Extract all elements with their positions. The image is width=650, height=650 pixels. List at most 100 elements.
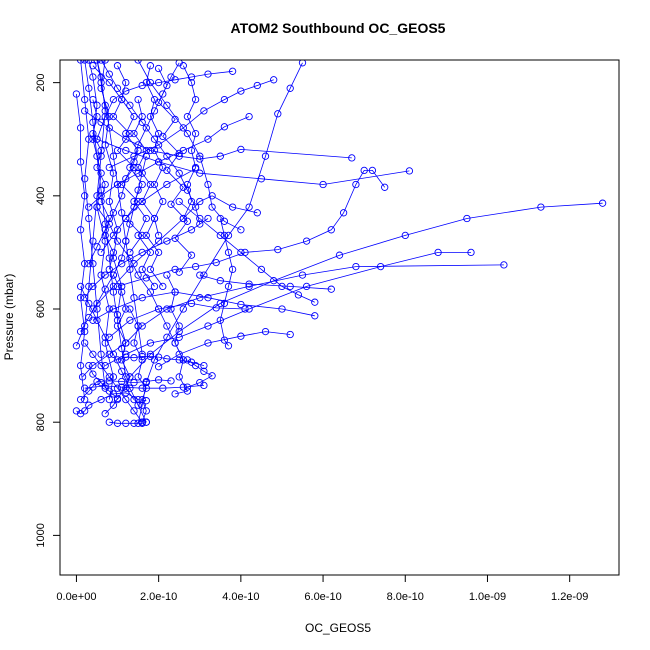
data-point: [113, 237, 122, 245]
data-point: [118, 377, 126, 386]
data-point: [76, 294, 85, 302]
data-point: [101, 237, 109, 245]
data-point: [154, 237, 163, 245]
data-point: [224, 248, 233, 257]
data-point: [204, 339, 212, 347]
data-point: [93, 203, 101, 211]
data-point: [286, 84, 294, 92]
data-point: [204, 180, 212, 189]
data-point: [434, 248, 442, 257]
data-point: [245, 282, 253, 291]
data-point: [208, 372, 216, 380]
data-point: [97, 146, 105, 155]
series-line: [187, 359, 213, 388]
data-point: [154, 305, 163, 313]
data-point: [101, 141, 109, 149]
data-point: [286, 282, 294, 291]
data-point: [142, 407, 150, 415]
data-point: [237, 226, 245, 234]
data-point: [216, 152, 224, 160]
data-point: [105, 163, 113, 172]
data-point: [146, 62, 155, 70]
data-point: [105, 387, 113, 395]
data-point: [302, 237, 311, 245]
y-tick-label: 800: [35, 413, 47, 431]
data-point: [150, 146, 159, 155]
plot-frame: [59, 59, 620, 576]
data-point: [142, 418, 150, 426]
data-point: [142, 214, 150, 223]
data-point: [101, 220, 109, 228]
data-point: [101, 271, 109, 279]
data-point: [294, 291, 303, 299]
profile-series: [81, 339, 146, 426]
data-point: [101, 333, 109, 341]
data-point: [224, 231, 233, 240]
data-point: [134, 146, 142, 155]
data-point: [109, 254, 118, 262]
data-point: [228, 67, 237, 75]
series-line: [96, 206, 184, 361]
profile-series: [134, 60, 307, 427]
data-point: [179, 214, 187, 223]
data-point: [126, 265, 134, 274]
data-point: [142, 124, 150, 132]
data-point: [97, 60, 105, 64]
series-line: [84, 342, 143, 423]
series-line: [80, 60, 106, 389]
data-point: [179, 305, 187, 313]
data-point: [142, 78, 150, 87]
y-axis-label: Pressure (mbar): [2, 274, 16, 361]
data-point: [171, 288, 179, 296]
profile-series: [76, 376, 175, 404]
data-point: [196, 197, 204, 206]
data-point: [360, 166, 368, 175]
series-line: [88, 116, 250, 208]
data-point: [89, 370, 97, 378]
data-point: [93, 152, 101, 160]
data-point: [368, 166, 377, 175]
series-line: [96, 70, 233, 140]
data-point: [146, 352, 155, 361]
data-point: [220, 123, 229, 131]
data-point: [500, 261, 508, 269]
series-line: [82, 264, 504, 378]
data-point: [105, 395, 113, 404]
data-point: [97, 118, 105, 126]
data-point: [138, 401, 146, 409]
profile-series: [85, 112, 253, 211]
data-point: [311, 298, 319, 306]
data-point: [122, 305, 130, 313]
data-point: [76, 327, 85, 336]
data-point: [274, 110, 282, 118]
data-point: [89, 118, 97, 126]
data-point: [302, 282, 311, 291]
data-point: [150, 282, 159, 291]
data-point: [179, 62, 187, 70]
data-point: [138, 265, 146, 274]
data-point: [237, 332, 245, 340]
data-point: [76, 361, 85, 370]
data-point: [93, 163, 101, 172]
profile-series: [142, 62, 167, 240]
data-point: [122, 237, 130, 245]
data-point: [81, 260, 89, 268]
data-point: [118, 356, 126, 364]
data-point: [72, 90, 81, 98]
data-point: [105, 418, 113, 426]
data-point: [109, 112, 118, 121]
data-point: [130, 163, 138, 172]
data-point: [130, 112, 138, 121]
data-point: [76, 158, 85, 166]
data-point: [237, 87, 245, 95]
data-point: [97, 271, 105, 279]
data-point: [311, 312, 319, 320]
data-point: [216, 316, 224, 324]
data-point: [142, 397, 150, 405]
data-point: [146, 339, 155, 347]
data-point: [105, 373, 113, 381]
data-point: [352, 262, 360, 271]
data-point: [72, 342, 81, 350]
data-point: [163, 305, 171, 313]
